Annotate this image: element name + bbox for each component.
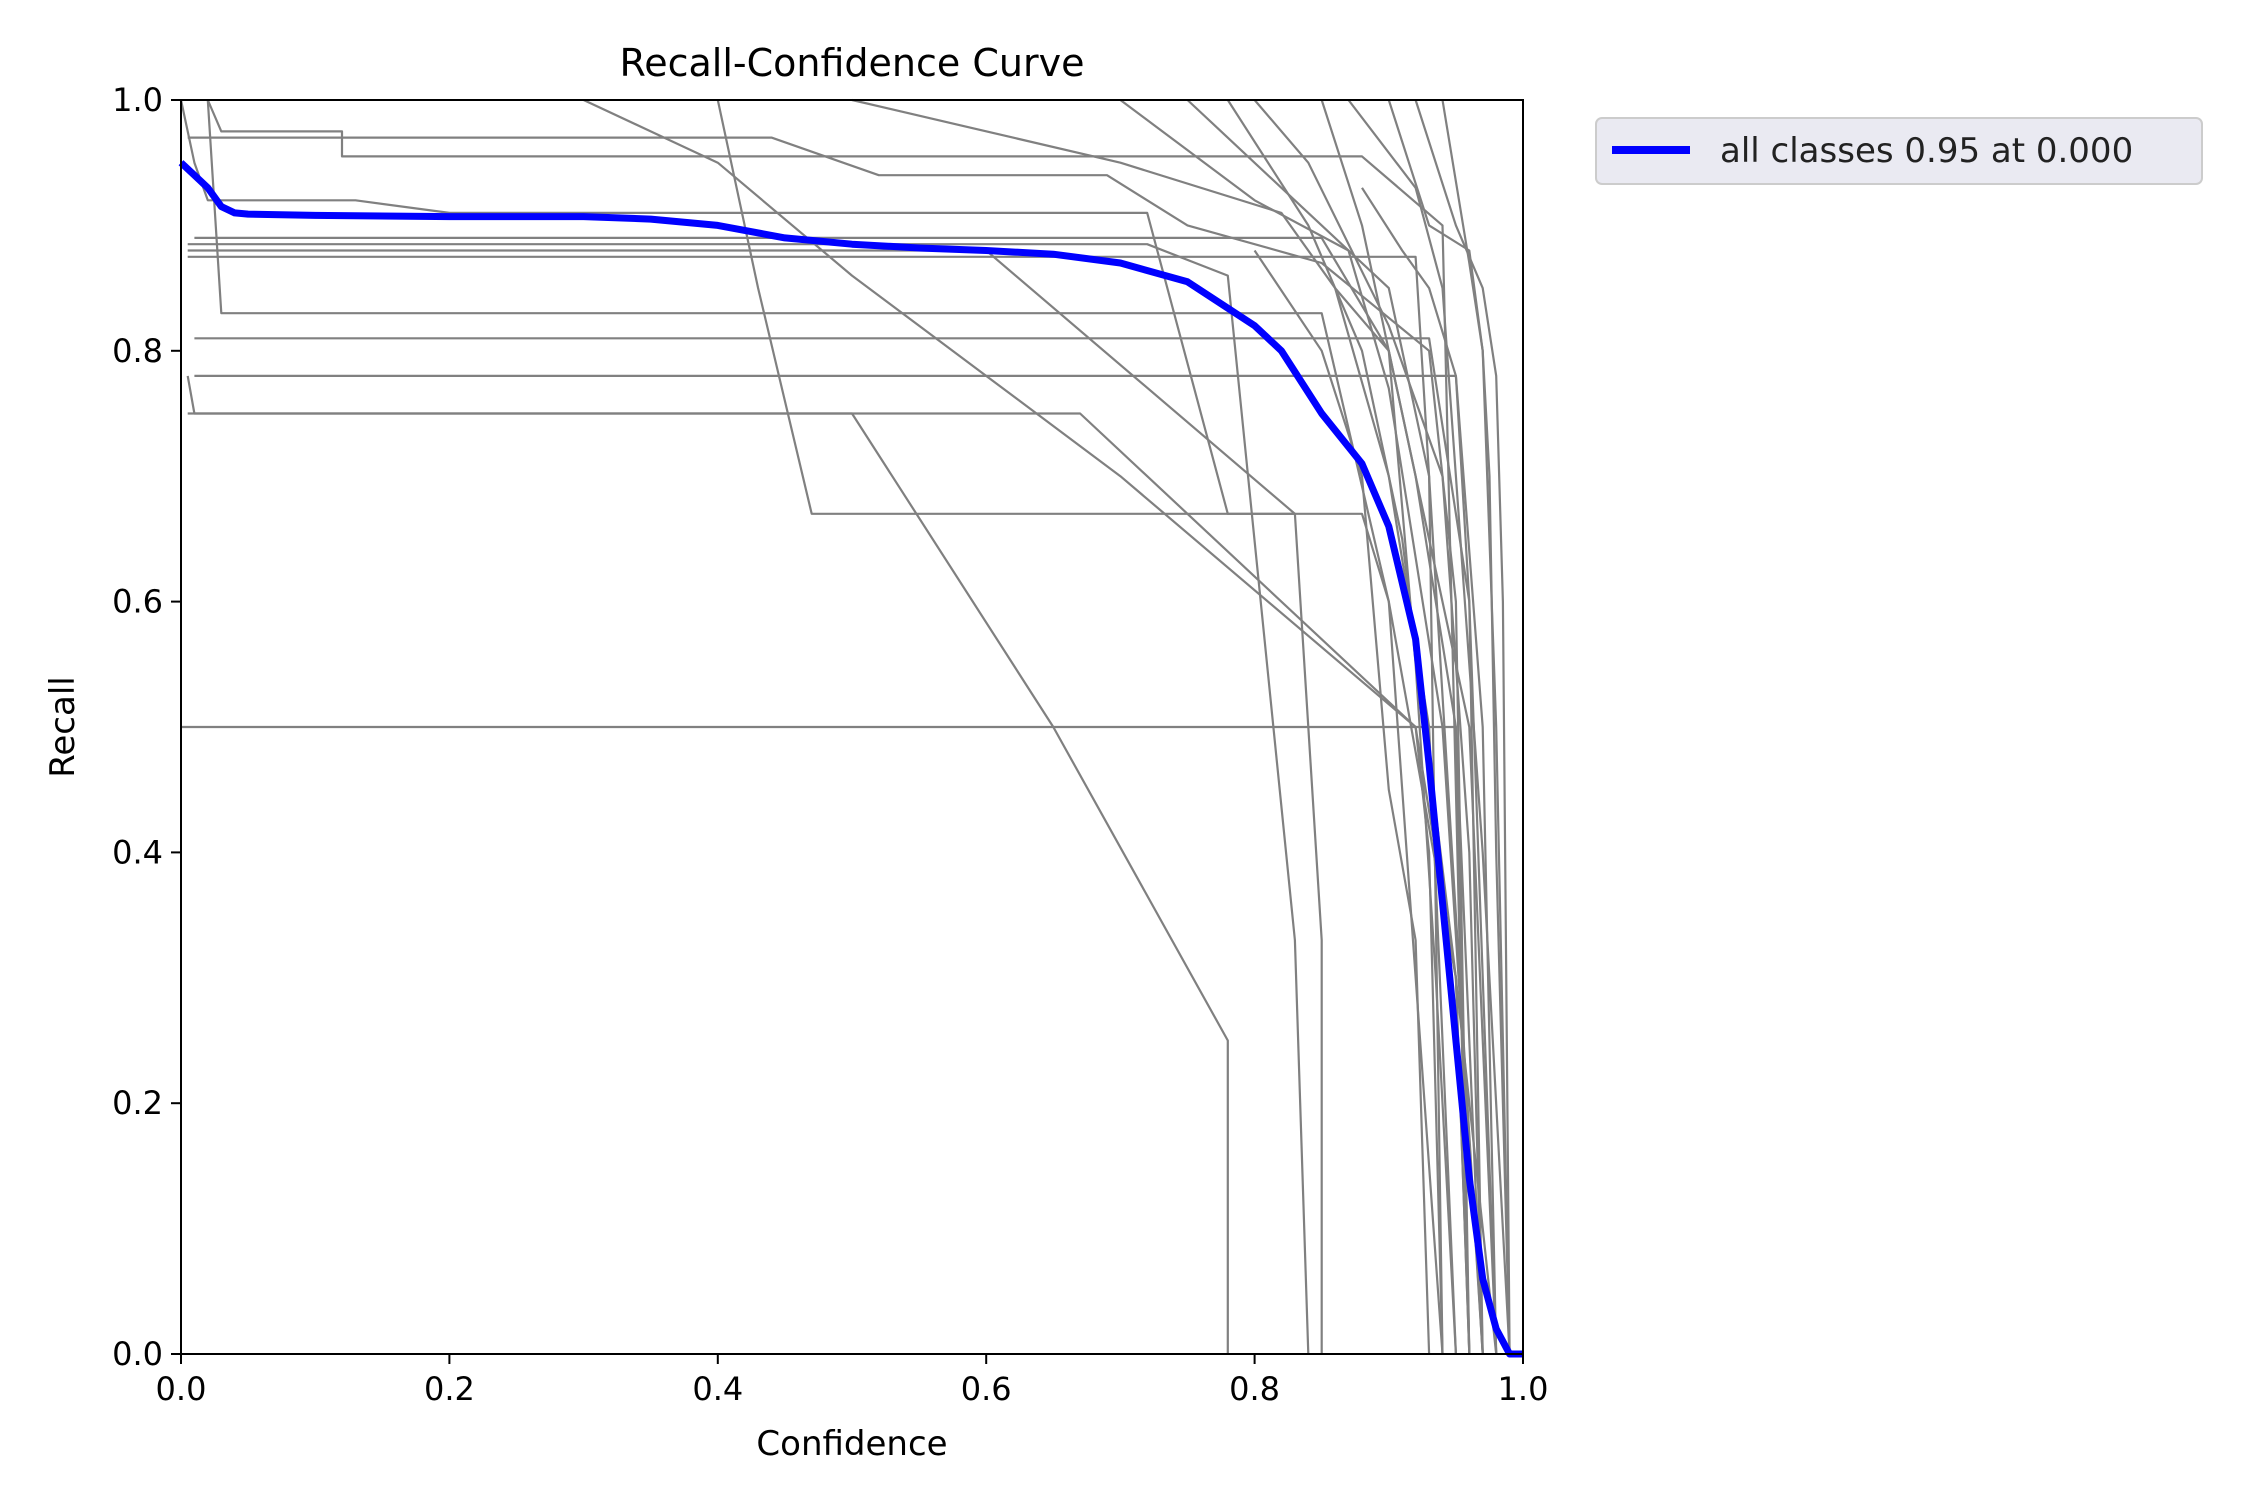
series-line-class-20	[1253, 99, 1484, 1355]
y-axis-ticks: 0.0 0.2 0.4 0.6 0.8 1.0	[112, 81, 181, 1373]
x-axis-ticks: 0.0 0.2 0.4 0.6 0.8 1.0	[156, 1354, 1549, 1408]
series-line-class-22	[1347, 99, 1511, 1355]
series-line-all-classes	[178, 160, 1523, 1358]
series-line-class-15	[716, 99, 1444, 1355]
legend-label: all classes 0.95 at 0.000	[1720, 131, 2133, 171]
y-tick-label: 0.2	[112, 1084, 163, 1122]
series-line-class-3	[186, 375, 1444, 1355]
x-tick-label: 0.8	[1229, 1370, 1280, 1408]
x-tick-label: 0.6	[961, 1370, 1012, 1408]
x-tick-label: 0.0	[156, 1370, 207, 1408]
x-tick-label: 0.2	[424, 1370, 475, 1408]
series-line-class-9	[194, 236, 1498, 1355]
x-axis-title: Confidence	[756, 1424, 947, 1464]
y-tick-label: 0.4	[112, 833, 163, 871]
y-axis-title: Recall	[43, 676, 83, 777]
curves-layer	[178, 98, 1523, 1358]
plot-frame	[180, 99, 1524, 1355]
series-line-class-10	[187, 243, 1310, 1355]
series-line-class-24	[1414, 99, 1511, 1355]
series-line-class-25	[1441, 99, 1511, 1355]
y-tick-label: 0.0	[112, 1335, 163, 1373]
series-line-class-17	[1119, 99, 1484, 1355]
legend-box	[1595, 117, 2203, 185]
series-line-class-19	[1226, 99, 1498, 1355]
x-tick-label: 0.4	[692, 1370, 743, 1408]
series-line-class-13	[187, 136, 1471, 1355]
chart-title: Recall-Confidence Curve	[620, 41, 1085, 85]
y-tick-label: 1.0	[112, 81, 163, 119]
series-line-class-28	[1253, 249, 1431, 1355]
y-tick-label: 0.6	[112, 583, 163, 621]
series-line-class-26	[1361, 187, 1498, 1355]
x-tick-label: 1.0	[1498, 1370, 1549, 1408]
series-line-class-21	[1320, 99, 1484, 1355]
y-tick-label: 0.8	[112, 332, 163, 370]
series-line-class-12	[206, 99, 1471, 1355]
legend: all classes 0.95 at 0.000	[1595, 117, 2203, 185]
